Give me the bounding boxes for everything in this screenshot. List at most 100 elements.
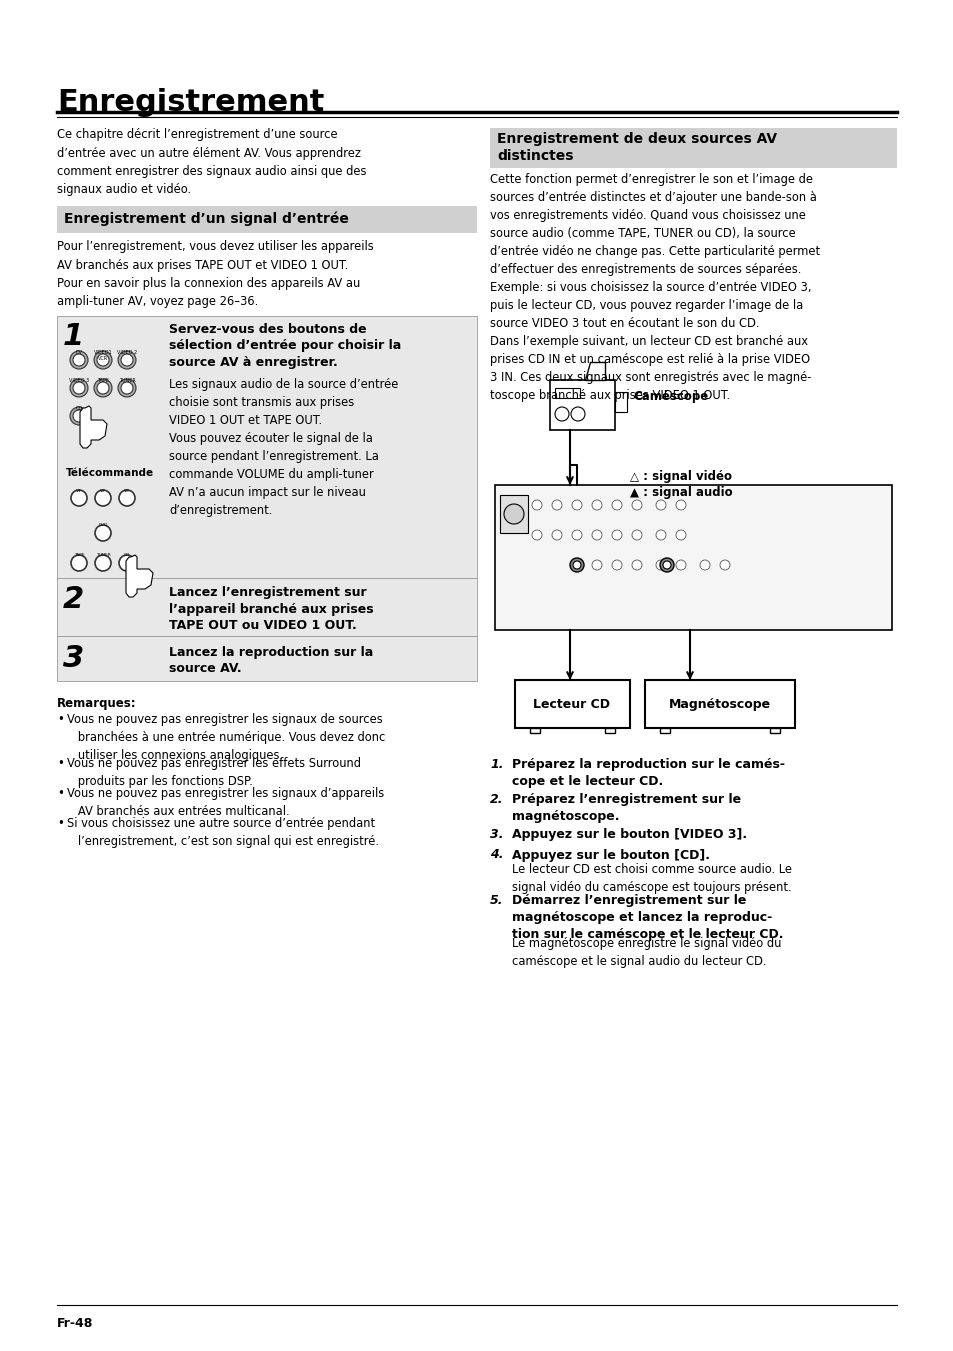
Circle shape	[532, 530, 541, 540]
Bar	[769, 728, 780, 734]
Text: Télécommande: Télécommande	[66, 467, 154, 478]
Circle shape	[592, 561, 601, 570]
Text: Enregistrement de deux sources AV
distinctes: Enregistrement de deux sources AV distin…	[497, 132, 777, 163]
Circle shape	[656, 500, 665, 509]
Text: 1.: 1.	[490, 758, 503, 771]
Circle shape	[676, 530, 685, 540]
Text: TUNER: TUNER	[95, 554, 111, 558]
Text: Servez-vous des boutons de
sélection d’entrée pour choisir la
source AV à enregi: Servez-vous des boutons de sélection d’e…	[169, 323, 401, 369]
Bar	[550, 380, 615, 430]
Text: VIDEO1
VCR: VIDEO1 VCR	[93, 350, 112, 361]
Circle shape	[71, 555, 87, 571]
Text: Préparez l’enregistrement sur le
magnétoscope.: Préparez l’enregistrement sur le magnéto…	[512, 793, 740, 823]
Circle shape	[592, 500, 601, 509]
Circle shape	[95, 490, 111, 507]
Text: Les signaux audio de la source d’entrée
choisie sont transmis aux prises
VIDEO 1: Les signaux audio de la source d’entrée …	[169, 378, 398, 517]
Text: Fr-48: Fr-48	[57, 1317, 93, 1329]
Text: TUNER: TUNER	[118, 378, 135, 382]
Text: Caméscope: Caméscope	[633, 390, 707, 403]
Circle shape	[73, 354, 85, 366]
Bar	[615, 392, 626, 412]
Circle shape	[676, 561, 685, 570]
Circle shape	[662, 561, 670, 569]
Circle shape	[612, 500, 621, 509]
Bar	[604, 728, 615, 734]
Circle shape	[720, 561, 729, 570]
Bar	[490, 128, 896, 168]
Text: •: •	[57, 817, 64, 830]
Bar	[530, 728, 539, 734]
Bar	[57, 316, 476, 578]
Circle shape	[73, 409, 85, 422]
Bar	[659, 728, 669, 734]
Polygon shape	[126, 555, 152, 597]
Text: CD: CD	[124, 554, 130, 558]
Circle shape	[503, 504, 523, 524]
Text: Le lecteur CD est choisi comme source audio. Le
signal vidéo du caméscope est to: Le lecteur CD est choisi comme source au…	[512, 863, 791, 894]
Bar	[57, 636, 476, 681]
Bar	[57, 578, 476, 636]
Circle shape	[700, 561, 709, 570]
Circle shape	[70, 380, 88, 397]
Circle shape	[656, 561, 665, 570]
Text: Vous ne pouvez pas enregistrer les effets Surround
   produits par les fonctions: Vous ne pouvez pas enregistrer les effet…	[67, 757, 360, 788]
Polygon shape	[80, 407, 107, 449]
Circle shape	[121, 354, 132, 366]
Text: Vous ne pouvez pas enregistrer les signaux de sources
   branchées à une entrée : Vous ne pouvez pas enregistrer les signa…	[67, 713, 385, 762]
Circle shape	[573, 561, 580, 569]
Text: 2.: 2.	[490, 793, 503, 807]
Text: 1: 1	[63, 322, 84, 351]
Text: Lancez l’enregistrement sur
l’appareil branché aux prises
TAPE OUT ou VIDEO 1 OU: Lancez l’enregistrement sur l’appareil b…	[169, 586, 374, 632]
Text: •: •	[57, 788, 64, 800]
Text: Enregistrement d’un signal d’entrée: Enregistrement d’un signal d’entrée	[64, 211, 349, 226]
Text: DV: DV	[75, 350, 82, 355]
Text: Démarrez l’enregistrement sur le
magnétoscope et lancez la reproduc-
tion sur le: Démarrez l’enregistrement sur le magnéto…	[512, 894, 782, 942]
Text: Vous ne pouvez pas enregistrer les signaux d’appareils
   AV branchés aux entrée: Vous ne pouvez pas enregistrer les signa…	[67, 788, 384, 817]
Circle shape	[97, 382, 109, 394]
Text: 2: 2	[63, 585, 84, 613]
Circle shape	[676, 500, 685, 509]
Text: CD: CD	[75, 407, 83, 411]
Text: 5.: 5.	[490, 894, 503, 907]
Circle shape	[70, 351, 88, 369]
Circle shape	[592, 530, 601, 540]
Circle shape	[572, 530, 581, 540]
Text: VIDEO 2: VIDEO 2	[117, 350, 137, 355]
Circle shape	[612, 561, 621, 570]
Circle shape	[119, 555, 135, 571]
Text: Préparez la reproduction sur le camés-
cope et le lecteur CD.: Préparez la reproduction sur le camés- c…	[512, 758, 784, 788]
Circle shape	[571, 407, 584, 422]
Circle shape	[94, 380, 112, 397]
Bar	[644, 680, 794, 728]
Circle shape	[94, 351, 112, 369]
Text: Cette fonction permet d’enregistrer le son et l’image de
sources d’entrée distin: Cette fonction permet d’enregistrer le s…	[490, 173, 820, 403]
Bar	[495, 485, 891, 630]
Circle shape	[118, 351, 136, 369]
Text: 4.: 4.	[490, 848, 503, 862]
Text: TAPE: TAPE	[73, 554, 84, 558]
Bar	[515, 680, 629, 728]
Bar	[57, 205, 476, 232]
Bar	[555, 388, 579, 399]
Circle shape	[659, 558, 673, 571]
Circle shape	[95, 526, 111, 540]
Circle shape	[555, 407, 568, 422]
Text: Lancez la reproduction sur la
source AV.: Lancez la reproduction sur la source AV.	[169, 646, 373, 676]
Circle shape	[552, 500, 561, 509]
Text: DVD: DVD	[98, 523, 108, 527]
Circle shape	[70, 407, 88, 426]
Text: •: •	[57, 713, 64, 725]
Circle shape	[656, 530, 665, 540]
Text: Ce chapitre décrit l’enregistrement d’une source
d’entrée avec un autre élément : Ce chapitre décrit l’enregistrement d’un…	[57, 128, 366, 196]
Circle shape	[118, 380, 136, 397]
Text: 3.: 3.	[490, 828, 503, 842]
Polygon shape	[584, 362, 604, 380]
Circle shape	[569, 558, 583, 571]
Text: Appuyez sur le bouton [VIDEO 3].: Appuyez sur le bouton [VIDEO 3].	[512, 828, 746, 842]
Text: Le magnétoscope enregistre le signal vidéo du
caméscope et le signal audio du le: Le magnétoscope enregistre le signal vid…	[512, 938, 781, 969]
Text: TAPE: TAPE	[97, 378, 109, 382]
Circle shape	[572, 500, 581, 509]
Text: VIDEO 3: VIDEO 3	[69, 378, 89, 382]
Text: 3: 3	[63, 644, 84, 673]
Circle shape	[95, 555, 111, 571]
